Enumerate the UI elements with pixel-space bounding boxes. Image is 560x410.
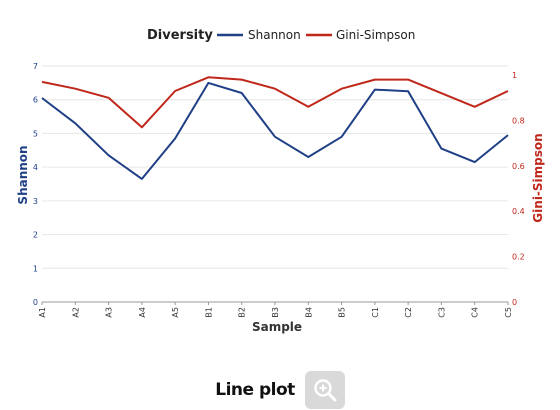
x-tick-label: B4 xyxy=(304,307,313,318)
line-chart: Diversity Shannon Gini-Simpson 012345670… xyxy=(16,28,545,334)
x-tick-label: A3 xyxy=(105,307,114,318)
x-tick-label: C5 xyxy=(504,307,513,318)
y-tick-right: 0 xyxy=(512,298,517,307)
x-axis-title: Sample xyxy=(252,320,302,334)
x-tick-label: B1 xyxy=(204,307,213,318)
zoom-in-icon xyxy=(314,379,337,402)
y-tick-left: 5 xyxy=(33,129,38,138)
legend-title: Diversity xyxy=(147,28,213,43)
x-tick-label: C3 xyxy=(437,307,446,318)
x-tick-label: B2 xyxy=(238,307,247,318)
series-lines xyxy=(41,76,509,180)
legend: Diversity Shannon Gini-Simpson xyxy=(147,28,415,43)
y-axis-title-left: Shannon xyxy=(16,145,30,204)
y-tick-left: 2 xyxy=(33,231,38,240)
y-tick-right: 0.4 xyxy=(512,207,525,216)
chart-type-label: Line plot xyxy=(215,380,295,400)
y-tick-left: 3 xyxy=(33,197,38,206)
y-tick-right: 1 xyxy=(512,71,517,80)
x-tick-label: A4 xyxy=(138,307,147,318)
zoom-button[interactable] xyxy=(304,371,345,409)
legend-label-gini-simpson: Gini-Simpson xyxy=(336,28,415,42)
y-tick-left: 6 xyxy=(33,96,38,105)
x-tick-label: B5 xyxy=(338,307,347,318)
y-tick-right: 0.2 xyxy=(512,253,525,262)
series-line-gini-simpson xyxy=(41,76,509,129)
x-tick-label: A1 xyxy=(38,307,47,318)
y-tick-left: 4 xyxy=(33,163,38,172)
x-tick-label: C2 xyxy=(404,307,413,318)
y-axis-title-right: Gini-Simpson xyxy=(531,133,545,222)
x-tick-label: C4 xyxy=(471,307,480,318)
gridlines xyxy=(42,65,508,303)
series-line-shannon xyxy=(41,81,509,180)
x-tick-label: A2 xyxy=(71,307,80,318)
y-tick-right: 0.8 xyxy=(512,116,525,125)
x-tick-label: C1 xyxy=(371,307,380,318)
legend-label-shannon: Shannon xyxy=(248,28,301,42)
axis-ticks: 0 1 2 3 4 5 6 7 0 0.2 0.4 0.6 0.8 1 A1 A2 A3 A4 A5 B1 B2 B3 B4… xyxy=(33,62,525,318)
y-tick-left: 0 xyxy=(33,298,38,307)
y-tick-left: 7 xyxy=(33,62,38,71)
y-tick-left: 1 xyxy=(33,264,38,273)
x-tick-label: B3 xyxy=(271,307,280,318)
x-tick-label: A5 xyxy=(171,307,180,318)
chart-footer: Line plot xyxy=(0,370,560,410)
y-tick-right: 0.6 xyxy=(512,162,525,171)
